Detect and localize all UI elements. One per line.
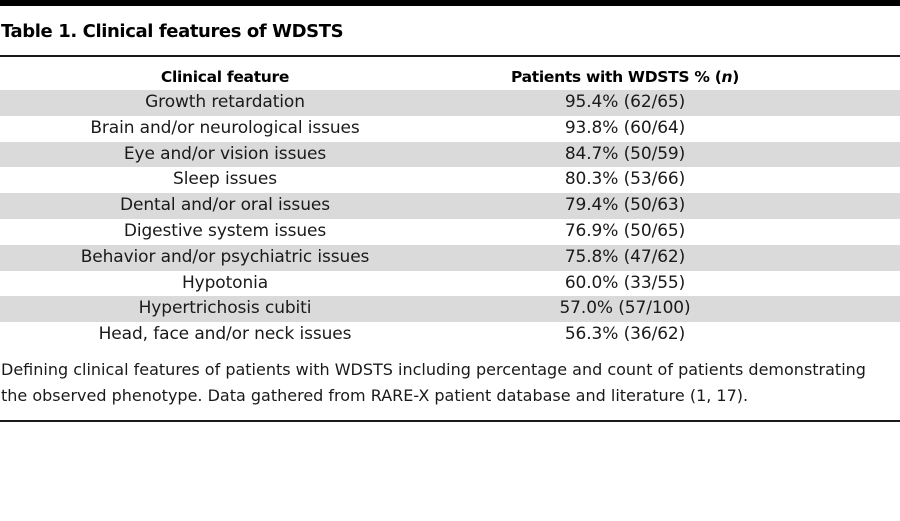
table-row: Hypotonia 60.0% (33/55) <box>0 271 900 297</box>
table-row: Eye and/or vision issues 84.7% (50/59) <box>0 141 900 168</box>
table-row: Brain and/or neurological issues 93.8% (… <box>0 116 900 142</box>
header-patients-percent: Patients with WDSTS % (n) <box>450 64 800 90</box>
table-header: Clinical feature Patients with WDSTS % (… <box>0 64 900 90</box>
table-row: Dental and/or oral issues 79.4% (50/63) <box>0 193 900 219</box>
title-divider <box>0 55 900 57</box>
feature-cell: Hypotonia <box>181 272 269 293</box>
patients-cell: 75.8% (47/62) <box>564 246 686 267</box>
table-row: Head, face and/or neck issues 56.3% (36/… <box>0 322 900 348</box>
table-body: Growth retardation 95.4% (62/65) Brain a… <box>0 90 900 348</box>
feature-cell: Eye and/or vision issues <box>123 143 327 164</box>
patients-cell: 76.9% (50/65) <box>564 220 686 241</box>
feature-cell: Head, face and/or neck issues <box>98 324 352 345</box>
table-row: Growth retardation 95.4% (62/65) <box>0 90 900 116</box>
feature-cell: Digestive system issues <box>123 220 327 241</box>
header-patients-suffix: ) <box>732 68 740 86</box>
bottom-divider <box>0 420 900 422</box>
table-footnote: Defining clinical features of patients w… <box>1 360 866 405</box>
feature-cell: Brain and/or neurological issues <box>90 117 360 138</box>
feature-cell: Sleep issues <box>173 169 277 190</box>
top-rule <box>0 0 900 6</box>
header-patients-n: n <box>721 68 733 86</box>
feature-cell: Growth retardation <box>145 92 305 112</box>
feature-cell: Behavior and/or psychiatric issues <box>80 246 370 267</box>
header-clinical-feature: Clinical feature <box>160 68 290 86</box>
patients-cell: 84.7% (50/59) <box>564 143 686 164</box>
header-patients-prefix: Patients with WDSTS % ( <box>510 68 722 86</box>
patients-cell: 80.3% (53/66) <box>564 169 686 190</box>
patients-cell: 79.4% (50/63) <box>564 195 686 216</box>
feature-cell: Dental and/or oral issues <box>119 195 330 216</box>
table-title: Table 1. Clinical features of WDSTS <box>1 21 344 42</box>
table-row: Digestive system issues 76.9% (50/65) <box>0 219 900 245</box>
patients-cell: 56.3% (36/62) <box>564 324 686 345</box>
patients-cell: 57.0% (57/100) <box>559 298 691 319</box>
table-row: Hypertrichosis cubiti 57.0% (57/100) <box>0 296 900 323</box>
patients-cell: 60.0% (33/55) <box>564 272 686 293</box>
patients-cell: 93.8% (60/64) <box>564 117 686 138</box>
table-row: Behavior and/or psychiatric issues 75.8%… <box>0 244 900 271</box>
patients-cell: 95.4% (62/65) <box>564 92 686 112</box>
table-row: Sleep issues 80.3% (53/66) <box>0 167 900 193</box>
feature-cell: Hypertrichosis cubiti <box>138 298 312 319</box>
